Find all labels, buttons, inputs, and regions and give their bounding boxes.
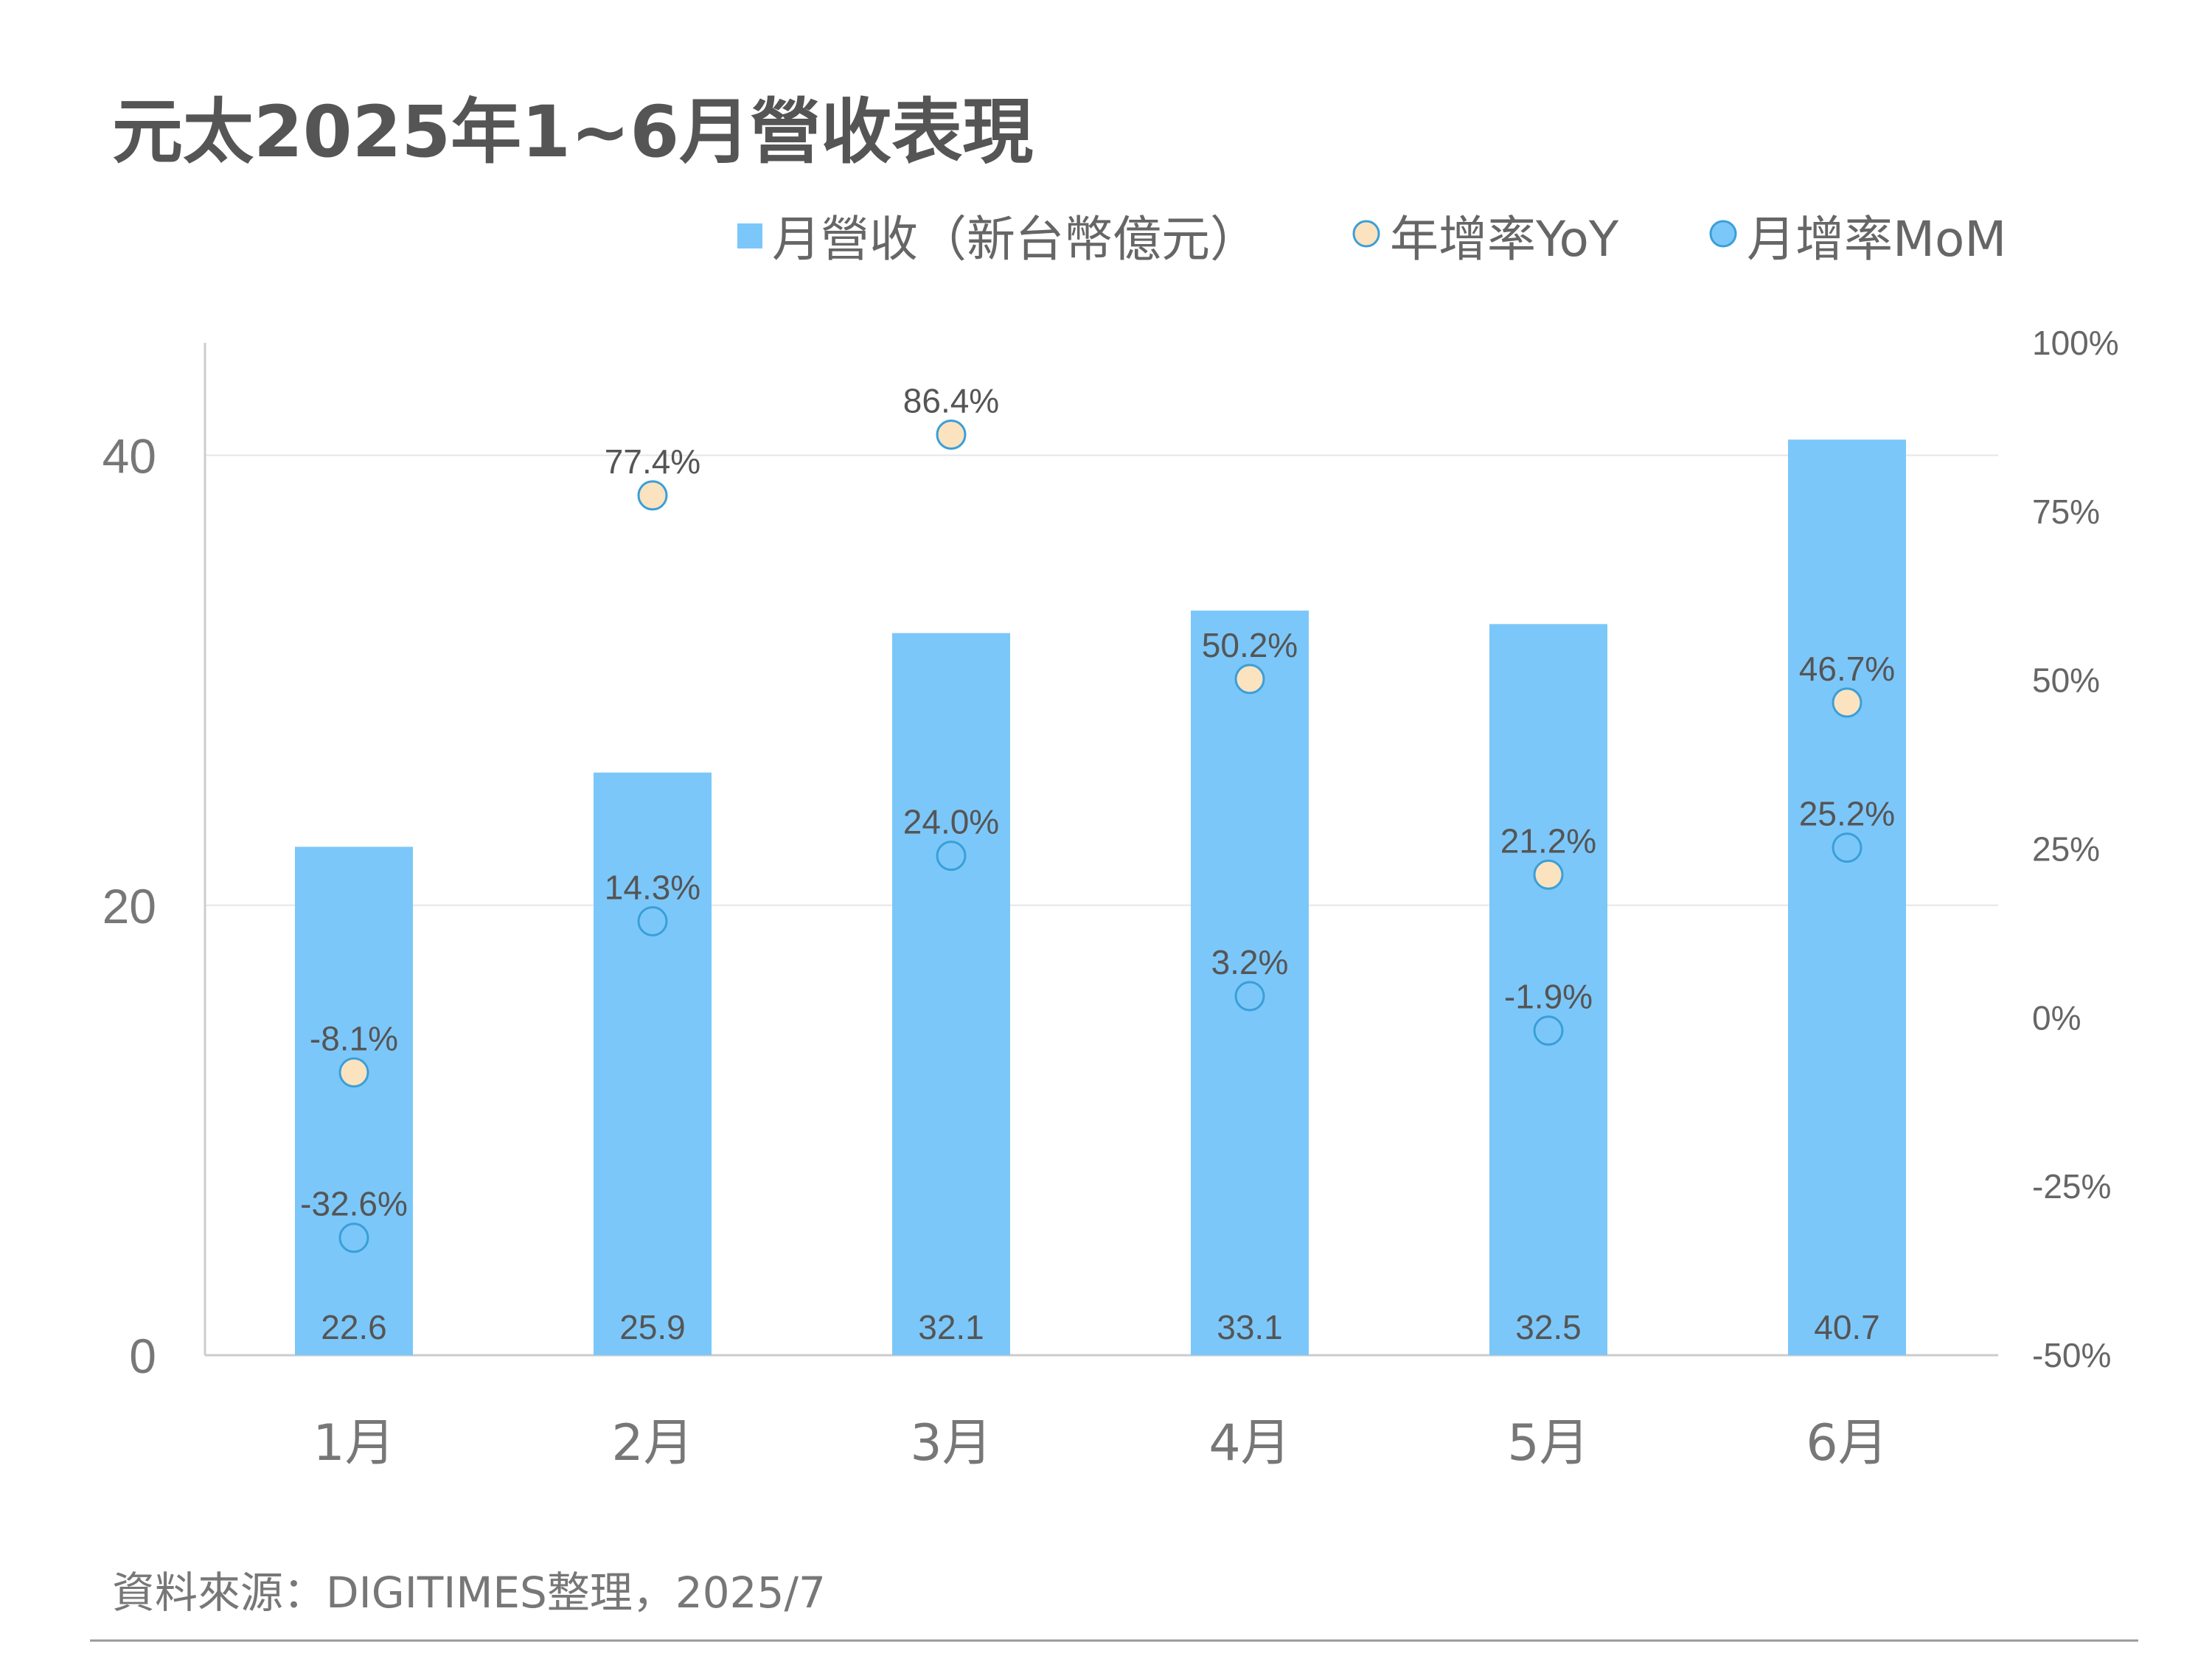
marker-series [338, 419, 1863, 1253]
bar [1489, 624, 1607, 1355]
data-labels: 22.6 25.9 32.1 33.1 32.5 40.7 -8.1% 77.4% 86.4% 5… [300, 381, 1895, 1346]
mom-point [936, 841, 967, 872]
mom-point [637, 905, 668, 936]
bar-value-label: 32.5 [1515, 1308, 1582, 1346]
yoy-value-label: 46.7% [1799, 650, 1895, 688]
legend: 月營收（新台幣億元） 年增率YoY 月增率MoM [737, 211, 2006, 268]
y-right-tick-label: 100% [2032, 324, 2119, 362]
bar-value-label: 25.9 [619, 1308, 686, 1346]
yoy-point [1234, 664, 1265, 695]
y-right-tick-label: 50% [2032, 661, 2100, 700]
y-right-tick-label: -25% [2032, 1167, 2111, 1206]
x-tick-label: 1月 [313, 1414, 394, 1472]
yoy-point [1832, 687, 1863, 718]
bar-value-label: 32.1 [918, 1308, 984, 1346]
y-left-tick-label: 40 [102, 429, 156, 484]
y-right-tick-label: 0% [2032, 998, 2081, 1037]
mom-point [1832, 832, 1863, 863]
bar-value-label: 33.1 [1217, 1308, 1283, 1346]
yoy-value-label: 77.4% [605, 442, 700, 481]
yoy-value-label: 21.2% [1500, 821, 1596, 860]
legend-yoy-marker [1352, 220, 1380, 248]
yoy-value-label: 86.4% [903, 381, 999, 420]
axes: 0 20 40 -50% -25% 0% 25% 50% 75% 100% 1月 2月 3月 4月 5月 6月 [102, 324, 2119, 1472]
mom-value-label: -32.6% [300, 1185, 408, 1223]
mom-value-label: 3.2% [1211, 943, 1289, 981]
y-right-tick-label: 75% [2032, 493, 2100, 531]
yoy-point [1533, 859, 1564, 890]
x-tick-label: 6月 [1806, 1414, 1888, 1472]
x-tick-label: 5月 [1507, 1414, 1589, 1472]
bar [594, 772, 712, 1355]
mom-value-label: 25.2% [1799, 795, 1895, 833]
bar [1788, 439, 1906, 1355]
source-note: 資料來源：DIGITIMES整理，2025/7 [112, 1568, 826, 1618]
bar-value-label: 22.6 [321, 1308, 387, 1346]
chart-title: 元太2025年1~6月營收表現 [112, 91, 1033, 173]
mom-point [1533, 1015, 1564, 1046]
bar-value-label: 40.7 [1814, 1308, 1880, 1346]
yoy-point [936, 419, 967, 450]
mom-point [1234, 981, 1265, 1012]
bar [892, 633, 1010, 1355]
legend-bar-swatch [737, 223, 762, 248]
yoy-point [338, 1057, 369, 1088]
x-tick-label: 4月 [1208, 1414, 1290, 1472]
y-right-tick-label: 25% [2032, 830, 2100, 869]
mom-value-label: -1.9% [1504, 978, 1593, 1016]
yoy-value-label: -8.1% [310, 1019, 398, 1057]
mom-point [338, 1222, 369, 1253]
x-tick-label: 3月 [910, 1414, 992, 1472]
legend-bar-label: 月營收（新台幣億元） [772, 211, 1259, 268]
y-left-tick-label: 0 [129, 1329, 156, 1383]
bar-series [295, 439, 1906, 1355]
mom-value-label: 14.3% [605, 868, 700, 906]
yoy-value-label: 50.2% [1202, 626, 1298, 664]
yoy-point [637, 480, 668, 511]
y-right-tick-label: -50% [2032, 1336, 2111, 1374]
bar [295, 846, 413, 1355]
y-left-tick-label: 20 [102, 879, 156, 933]
gridlines [205, 454, 1998, 906]
legend-yoy-label: 年增率YoY [1390, 211, 1619, 268]
legend-mom-label: 月增率MoM [1747, 211, 2006, 268]
legend-mom-marker [1709, 220, 1737, 248]
x-tick-label: 2月 [611, 1414, 693, 1472]
mom-value-label: 24.0% [903, 803, 999, 841]
